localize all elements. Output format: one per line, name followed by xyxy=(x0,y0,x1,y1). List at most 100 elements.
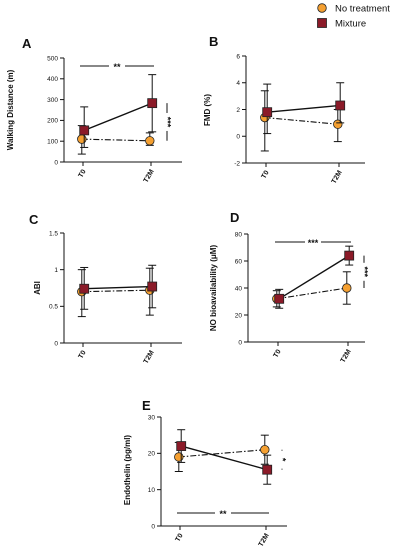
x-tick-label: T0 xyxy=(78,168,88,179)
y-tick-label: 20 xyxy=(148,451,156,458)
significance-gap xyxy=(215,508,231,516)
chart-panel-d: 0 20 40 60 80 T0 T2M NO bioavailability (μM) D **… xyxy=(209,210,370,364)
x-tick-label: T0 xyxy=(273,348,283,359)
data-point xyxy=(335,100,346,111)
panel-letter: E xyxy=(142,398,151,413)
y-tick-label: 0 xyxy=(236,134,240,141)
series-line xyxy=(81,138,150,142)
y-tick-label: 100 xyxy=(47,139,58,146)
panel-letter: C xyxy=(29,212,39,227)
series-line xyxy=(84,285,153,290)
series-line xyxy=(278,255,350,300)
data-point xyxy=(176,441,187,451)
y-tick-label: 500 xyxy=(47,55,58,62)
significance-label: ** xyxy=(219,509,227,519)
legend-marker xyxy=(317,3,327,13)
data-point xyxy=(262,107,273,118)
data-point xyxy=(342,283,352,293)
y-tick-label: 300 xyxy=(47,97,58,104)
y-tick-label: 60 xyxy=(235,258,243,265)
series-mixture xyxy=(274,245,355,309)
x-tick-label: T2M xyxy=(340,348,353,364)
x-tick-label: T0 xyxy=(78,349,88,360)
series-mixture xyxy=(79,264,158,310)
series-line xyxy=(178,449,265,458)
y-tick-label: 20 xyxy=(235,312,243,319)
series-mixture xyxy=(262,82,346,135)
y-tick-label: 6 xyxy=(236,53,240,60)
data-point xyxy=(274,293,285,304)
y-tick-label: 2 xyxy=(236,107,240,114)
x-tick-label: T2M xyxy=(143,168,156,184)
chart-panel-a: 0 100 200 300 400 500 T0 T2M Walking Distance (m… xyxy=(6,36,182,184)
data-point xyxy=(147,98,158,109)
y-tick-label: 0 xyxy=(54,159,58,166)
significance-gap xyxy=(305,237,321,245)
y-axis-label: NO bioavailability (μM) xyxy=(209,245,218,332)
series-line xyxy=(81,289,150,293)
panel-letter: A xyxy=(22,36,32,51)
data-point xyxy=(147,281,158,292)
y-tick-label: -2 xyxy=(234,160,240,167)
series-mixture xyxy=(176,429,273,485)
series-no-treatment xyxy=(260,90,343,152)
significance-label: * xyxy=(278,458,288,462)
y-tick-label: 0 xyxy=(151,523,155,530)
x-tick-label: T2M xyxy=(331,169,344,185)
data-point xyxy=(77,134,87,144)
significance-gap xyxy=(278,450,286,469)
series-line xyxy=(83,102,153,132)
x-tick-label: T2M xyxy=(258,532,271,548)
y-axis-label: Walking Distance (m) xyxy=(6,69,15,150)
data-point xyxy=(262,464,273,475)
y-tick-label: 1 xyxy=(54,267,58,274)
legend: No treatment Mixture xyxy=(317,3,390,30)
y-tick-label: 0.5 xyxy=(49,304,58,311)
series-line xyxy=(264,116,338,125)
legend-label: Mixture xyxy=(335,19,366,30)
y-tick-label: 200 xyxy=(47,118,58,125)
y-tick-label: 400 xyxy=(47,76,58,83)
data-point xyxy=(344,250,355,261)
series-line xyxy=(267,104,341,113)
y-axis-label: FMD (%) xyxy=(203,94,212,126)
y-tick-label: 80 xyxy=(235,231,243,238)
panel-letter: B xyxy=(209,34,218,49)
series-no-treatment xyxy=(174,434,270,472)
data-point xyxy=(333,119,343,129)
panel-letter: D xyxy=(230,210,239,225)
significance-label: *** xyxy=(360,267,370,278)
x-tick-label: T0 xyxy=(261,169,271,180)
data-point xyxy=(79,283,90,294)
y-tick-label: 30 xyxy=(148,414,156,421)
y-tick-label: 10 xyxy=(148,487,156,494)
significance-label: *** xyxy=(308,238,319,248)
chart-panel-b: -2 0 2 4 6 T0 T2M FMD (%) B xyxy=(203,34,365,185)
significance-gap xyxy=(109,61,125,69)
data-point xyxy=(145,136,155,146)
series-line xyxy=(181,445,268,471)
data-point xyxy=(79,125,90,136)
series-line xyxy=(276,287,347,300)
significance-label: ** xyxy=(113,62,121,72)
significance-label: *** xyxy=(163,117,173,128)
series-no-treatment xyxy=(272,271,352,308)
y-tick-label: 4 xyxy=(236,80,240,87)
data-point xyxy=(174,452,184,462)
x-tick-label: T2M xyxy=(143,349,156,365)
significance-gap xyxy=(163,112,171,131)
legend-marker xyxy=(317,18,327,28)
series-mixture xyxy=(79,74,158,148)
y-tick-label: 0 xyxy=(238,339,242,346)
y-axis-label: Endothelin (pg/ml) xyxy=(123,435,132,506)
significance-gap xyxy=(360,262,368,281)
y-tick-label: 40 xyxy=(235,285,243,292)
legend-label: No treatment xyxy=(335,4,390,15)
y-tick-label: 1.5 xyxy=(49,230,58,237)
y-tick-label: 0 xyxy=(54,340,58,347)
y-axis-label: ABI xyxy=(33,281,42,295)
chart-panel-c: 0 0.5 1 1.5 T0 T2M ABI C xyxy=(29,212,182,365)
data-point xyxy=(260,445,270,455)
